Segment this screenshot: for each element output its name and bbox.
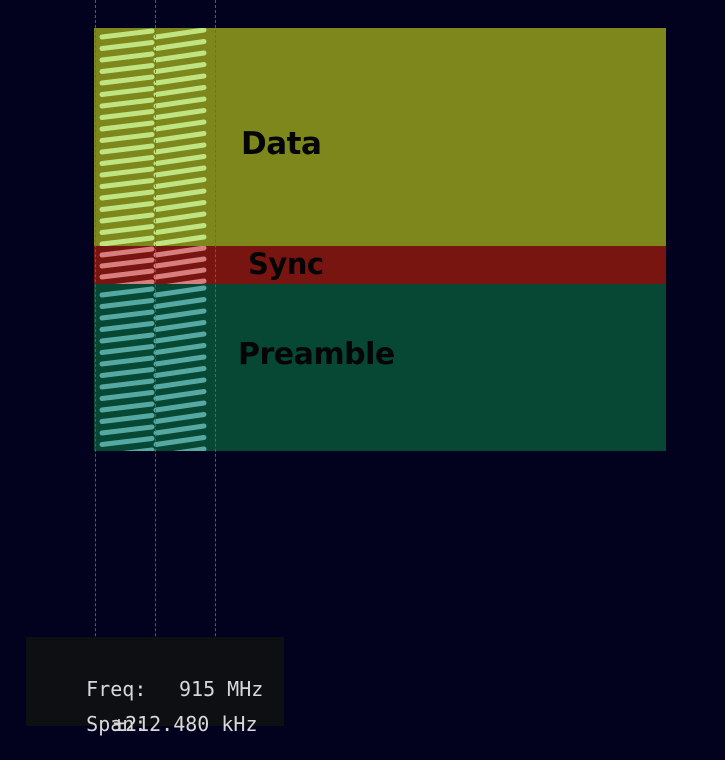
frequency-gridline bbox=[155, 0, 156, 726]
preamble-label: Preamble bbox=[238, 337, 395, 372]
chirp-streak bbox=[156, 30, 204, 37]
preamble-chirp-streaks bbox=[94, 284, 210, 451]
chirp-streak bbox=[156, 76, 204, 83]
chirp-streak bbox=[102, 215, 152, 221]
chirp-streak bbox=[102, 66, 152, 72]
chirp-streak bbox=[102, 192, 152, 198]
chirp-streak bbox=[156, 191, 204, 198]
sync-chirp-streaks bbox=[94, 246, 210, 284]
chirp-streak bbox=[102, 100, 152, 106]
chirp-streak bbox=[102, 439, 152, 445]
chirp-streak bbox=[102, 238, 152, 244]
chirp-streak bbox=[156, 42, 204, 49]
chirp-streak bbox=[156, 334, 204, 341]
chirp-streak bbox=[102, 227, 152, 233]
chirp-streak bbox=[102, 312, 152, 318]
chirp-streak bbox=[156, 311, 204, 318]
preamble-chirps bbox=[94, 284, 210, 451]
chirp-streak bbox=[156, 226, 204, 233]
info-panel: Freq: 915 MHz Span: ±212.480 kHz bbox=[26, 637, 284, 726]
data-chirps bbox=[94, 28, 210, 246]
chirp-streak bbox=[102, 112, 152, 118]
chirp-streak bbox=[102, 123, 152, 129]
chirp-streak bbox=[102, 89, 152, 95]
chirp-streak bbox=[156, 323, 204, 330]
sync-chirps bbox=[94, 246, 210, 284]
chirp-streak bbox=[102, 271, 152, 277]
chirp-streak bbox=[156, 300, 204, 307]
chirp-streak bbox=[102, 450, 152, 451]
chirp-streak bbox=[156, 145, 204, 152]
chirp-streak bbox=[156, 369, 204, 376]
chirp-streak bbox=[102, 347, 152, 353]
chirp-streak bbox=[102, 181, 152, 187]
chirp-streak bbox=[102, 135, 152, 141]
chirp-streak bbox=[156, 415, 204, 422]
chirp-streak bbox=[156, 259, 204, 266]
chirp-streak bbox=[156, 134, 204, 141]
chirp-streak bbox=[156, 122, 204, 129]
chirp-streak bbox=[102, 169, 152, 175]
chirp-streak bbox=[102, 358, 152, 364]
span-readout: Span: ±212.480 kHz bbox=[38, 688, 146, 760]
chirp-streak bbox=[156, 180, 204, 187]
chirp-streak bbox=[102, 249, 152, 255]
chirp-streak bbox=[156, 288, 204, 295]
chirp-streak bbox=[156, 168, 204, 175]
chirp-streak bbox=[102, 335, 152, 341]
chirp-streak bbox=[156, 248, 204, 255]
data-label: Data bbox=[241, 126, 321, 162]
chirp-streak bbox=[102, 31, 152, 37]
chirp-streak bbox=[102, 158, 152, 164]
chirp-streak bbox=[102, 289, 152, 295]
chirp-streak bbox=[102, 77, 152, 83]
chirp-streak bbox=[156, 214, 204, 221]
span-value: ±212.480 kHz bbox=[113, 712, 258, 736]
chirp-streak bbox=[156, 65, 204, 72]
sync-label: Sync bbox=[248, 247, 324, 281]
chirp-streak bbox=[156, 426, 204, 433]
chirp-streak bbox=[102, 404, 152, 410]
chirp-streak bbox=[156, 392, 204, 399]
chirp-streak bbox=[102, 324, 152, 330]
chirp-streak bbox=[102, 427, 152, 433]
chirp-streak bbox=[102, 370, 152, 376]
chirp-streak bbox=[156, 203, 204, 210]
chirp-streak bbox=[156, 380, 204, 387]
chirp-streak bbox=[156, 53, 204, 60]
chirp-streak bbox=[102, 54, 152, 60]
chirp-streak bbox=[156, 403, 204, 410]
chirp-streak bbox=[102, 204, 152, 210]
chirp-streak bbox=[102, 260, 152, 266]
chirp-streak bbox=[102, 146, 152, 152]
frequency-gridline bbox=[95, 0, 96, 726]
chirp-streak bbox=[156, 438, 204, 445]
frequency-gridline bbox=[215, 0, 216, 726]
chirp-streak bbox=[156, 346, 204, 353]
chirp-streak bbox=[156, 99, 204, 106]
chirp-streak bbox=[156, 157, 204, 164]
chirp-streak bbox=[102, 393, 152, 399]
chirp-streak bbox=[102, 381, 152, 387]
chirp-streak bbox=[102, 43, 152, 49]
chirp-streak bbox=[156, 111, 204, 118]
chirp-streak bbox=[102, 301, 152, 307]
freq-value: 915 MHz bbox=[179, 677, 263, 701]
chirp-streak bbox=[156, 357, 204, 364]
chirp-streak bbox=[102, 416, 152, 422]
chirp-streak bbox=[156, 270, 204, 277]
waterfall-view[interactable]: Data Sync Preamble bbox=[0, 0, 725, 726]
data-chirp-streaks bbox=[94, 28, 210, 246]
chirp-streak bbox=[156, 88, 204, 95]
chirp-streak bbox=[156, 237, 204, 244]
chirp-streak bbox=[156, 449, 204, 451]
